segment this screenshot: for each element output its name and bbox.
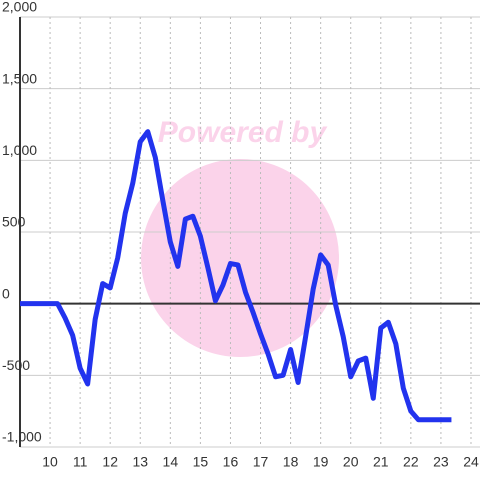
x-tick-label: 19 [313, 454, 329, 470]
x-tick-label: 20 [343, 454, 359, 470]
x-tick-label: 10 [42, 454, 58, 470]
y-tick-label: 500 [2, 214, 26, 230]
y-tick-label: -500 [2, 357, 30, 373]
line [20, 129, 452, 423]
x-tick-label: 15 [193, 454, 209, 470]
x-tick-label: 12 [102, 454, 118, 470]
y-tick-label: 0 [2, 285, 10, 301]
x-tick-label: 18 [283, 454, 299, 470]
x-tick-label: 21 [373, 454, 389, 470]
x-tick-label: 13 [132, 454, 148, 470]
x-tick-label: 14 [163, 454, 179, 470]
x-tick-label: 17 [253, 454, 269, 470]
x-tick-label: 23 [433, 454, 449, 470]
x-tick-label: 16 [223, 454, 239, 470]
x-tick-label: 22 [403, 454, 419, 470]
y-tick-label: 2,000 [2, 0, 37, 15]
watermark: Powered by [158, 116, 328, 149]
x-tick-label: 24 [463, 454, 479, 470]
y-tick-label: -1,000 [2, 429, 42, 445]
watermark-logo [141, 159, 339, 357]
x-tick-label: 11 [73, 454, 88, 470]
